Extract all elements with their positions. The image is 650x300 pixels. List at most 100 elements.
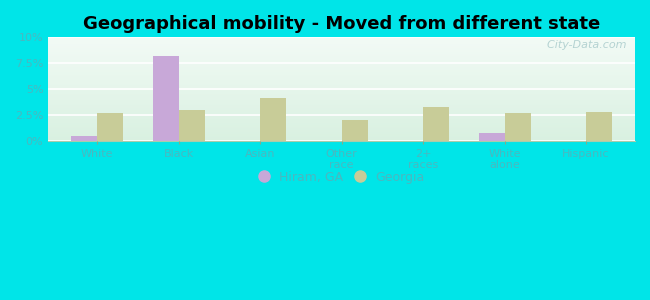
Bar (48, 56, 635, 57)
Bar (48, 89, 635, 90)
Bar (48, 60, 635, 61)
Bar (48, 63, 635, 64)
Bar (48, 124, 635, 126)
Bar (48, 38, 635, 39)
Bar (48, 66, 635, 68)
Bar (48, 120, 635, 122)
Bar (48, 74, 635, 75)
Bar (48, 73, 635, 74)
Bar (48, 48, 635, 49)
Bar (48, 114, 635, 115)
Bar (48, 115, 635, 116)
Bar (48, 59, 635, 60)
Bar (48, 50, 635, 51)
Bar (423, 107, 449, 141)
Bar (48, 91, 635, 92)
Bar (48, 110, 635, 111)
Bar (48, 93, 635, 94)
Bar (48, 117, 635, 118)
Legend: Hiram, GA, Georgia: Hiram, GA, Georgia (254, 166, 430, 189)
Bar (179, 110, 205, 141)
Bar (48, 97, 635, 98)
Bar (48, 92, 635, 93)
Bar (48, 52, 635, 53)
Title: Geographical mobility - Moved from different state: Geographical mobility - Moved from diffe… (83, 15, 600, 33)
Bar (71, 136, 97, 141)
Bar (48, 88, 635, 89)
Bar (48, 106, 635, 107)
Bar (48, 137, 635, 138)
Bar (48, 51, 635, 52)
Bar (48, 119, 635, 120)
Bar (48, 140, 635, 141)
Bar (48, 55, 635, 56)
Bar (48, 83, 635, 84)
Bar (48, 37, 635, 38)
Bar (48, 139, 635, 140)
Bar (586, 112, 612, 141)
Bar (48, 99, 635, 100)
Bar (48, 109, 635, 110)
Bar (48, 53, 635, 54)
Bar (48, 76, 635, 77)
Bar (48, 81, 635, 82)
Text: City-Data.com: City-Data.com (540, 40, 626, 50)
Bar (48, 45, 635, 46)
Bar (48, 100, 635, 101)
Bar (48, 126, 635, 127)
Bar (48, 80, 635, 81)
Bar (48, 98, 635, 99)
Bar (48, 127, 635, 128)
Bar (48, 70, 635, 72)
Bar (48, 113, 635, 114)
Bar (48, 122, 635, 124)
Bar (48, 103, 635, 104)
Bar (97, 113, 124, 141)
Bar (48, 85, 635, 86)
Bar (48, 47, 635, 48)
Bar (48, 100, 635, 102)
Bar (48, 111, 635, 112)
Bar (504, 113, 530, 141)
Bar (48, 54, 635, 55)
Bar (48, 65, 635, 66)
Bar (48, 39, 635, 41)
Bar (48, 94, 635, 95)
Bar (48, 84, 635, 85)
Bar (48, 118, 635, 119)
Bar (48, 64, 635, 65)
Bar (48, 62, 635, 63)
Bar (260, 98, 286, 141)
Bar (48, 78, 635, 79)
Bar (48, 129, 635, 130)
Bar (48, 128, 635, 129)
Bar (48, 86, 635, 87)
Bar (48, 108, 635, 109)
Bar (48, 133, 635, 134)
Bar (48, 79, 635, 80)
Bar (48, 41, 635, 43)
Bar (48, 95, 635, 97)
Bar (48, 102, 635, 103)
Bar (48, 116, 635, 117)
Bar (48, 44, 635, 45)
Bar (48, 107, 635, 108)
Bar (48, 77, 635, 78)
Bar (48, 87, 635, 88)
Bar (48, 57, 635, 58)
Bar (48, 75, 635, 76)
Bar (48, 90, 635, 91)
Bar (48, 61, 635, 62)
Bar (48, 104, 635, 105)
Bar (478, 133, 504, 141)
Bar (48, 136, 635, 137)
Bar (48, 112, 635, 113)
Bar (48, 132, 635, 133)
Bar (48, 105, 635, 106)
Bar (48, 68, 635, 70)
Bar (342, 120, 368, 141)
Bar (48, 131, 635, 132)
Bar (48, 72, 635, 73)
Bar (48, 49, 635, 50)
Bar (48, 46, 635, 47)
